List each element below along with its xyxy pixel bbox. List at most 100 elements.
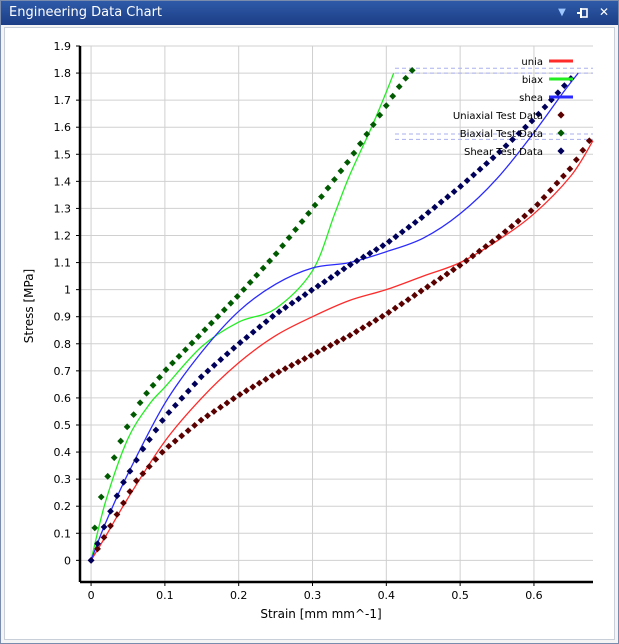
data-point-uniaxial-test-data bbox=[171, 437, 179, 445]
data-point-uniaxial-test-data bbox=[430, 279, 438, 286]
data-point-uniaxial-test-data bbox=[327, 341, 334, 349]
data-point-uniaxial-test-data bbox=[320, 345, 328, 353]
data-point-uniaxial-test-data bbox=[191, 421, 199, 429]
data-point-uniaxial-test-data bbox=[333, 338, 341, 346]
data-point-shear-test-data bbox=[139, 445, 147, 453]
data-point-biaxial-test-data bbox=[117, 437, 125, 445]
data-point-shear-test-data bbox=[288, 299, 296, 307]
data-point-shear-test-data bbox=[450, 188, 458, 195]
title-bar[interactable]: Engineering Data Chart ▼ ✕ bbox=[1, 1, 618, 25]
legend-swatch-biaxial-test-data bbox=[557, 129, 565, 137]
data-point-shear-test-data bbox=[522, 123, 529, 131]
data-point-uniaxial-test-data bbox=[352, 328, 360, 335]
data-point-biaxial-test-data bbox=[298, 218, 306, 225]
data-point-biaxial-test-data bbox=[259, 264, 267, 272]
data-point-uniaxial-test-data bbox=[527, 207, 535, 215]
legend-label-uniaxial-test-data: Uniaxial Test Data bbox=[453, 111, 543, 122]
data-point-uniaxial-test-data bbox=[178, 432, 186, 440]
data-point-uniaxial-test-data bbox=[385, 309, 393, 316]
data-point-biaxial-test-data bbox=[188, 339, 196, 347]
data-point-biaxial-test-data bbox=[175, 352, 183, 360]
data-point-uniaxial-test-data bbox=[566, 165, 574, 173]
data-point-shear-test-data bbox=[158, 417, 166, 424]
data-point-shear-test-data bbox=[184, 387, 192, 395]
data-point-shear-test-data bbox=[133, 456, 140, 464]
data-point-uniaxial-test-data bbox=[437, 274, 444, 282]
data-point-shear-test-data bbox=[366, 249, 374, 257]
data-point-shear-test-data bbox=[431, 203, 439, 211]
data-point-shear-test-data bbox=[223, 350, 231, 358]
data-point-biaxial-test-data bbox=[149, 381, 157, 389]
data-point-uniaxial-test-data bbox=[204, 412, 211, 420]
data-point-biaxial-test-data bbox=[343, 158, 351, 166]
data-point-biaxial-test-data bbox=[156, 373, 163, 381]
data-point-uniaxial-test-data bbox=[94, 545, 101, 553]
data-point-uniaxial-test-data bbox=[488, 238, 496, 246]
legend-label-biax: biax bbox=[522, 75, 543, 86]
x-tick-label: 0 bbox=[88, 589, 95, 602]
data-point-biaxial-test-data bbox=[350, 149, 358, 157]
x-tick-label: 0.4 bbox=[378, 589, 396, 602]
data-point-shear-test-data bbox=[476, 165, 484, 173]
data-point-shear-test-data bbox=[496, 148, 503, 156]
data-point-biaxial-test-data bbox=[246, 278, 254, 286]
data-point-shear-test-data bbox=[528, 117, 536, 125]
data-point-shear-test-data bbox=[126, 467, 134, 475]
y-tick-label: 1.8 bbox=[54, 67, 72, 80]
data-point-biaxial-test-data bbox=[97, 493, 105, 501]
data-point-shear-test-data bbox=[107, 507, 114, 515]
data-point-uniaxial-test-data bbox=[482, 243, 490, 250]
data-point-shear-test-data bbox=[152, 426, 160, 434]
close-icon[interactable]: ✕ bbox=[598, 5, 610, 19]
data-point-shear-test-data bbox=[470, 171, 478, 179]
data-point-uniaxial-test-data bbox=[165, 442, 173, 450]
data-point-biaxial-test-data bbox=[311, 201, 319, 209]
data-point-biaxial-test-data bbox=[207, 319, 215, 327]
data-point-uniaxial-test-data bbox=[365, 320, 373, 328]
data-point-shear-test-data bbox=[502, 142, 510, 150]
data-point-uniaxial-test-data bbox=[540, 193, 548, 201]
chart-panel: 0 0.1 0.2 0.3 0.4 0.5 0.6 0 0.1 0.2 0.3 0.4 0.5 0.6 0.… bbox=[4, 27, 615, 640]
data-point-uniaxial-test-data bbox=[307, 351, 315, 359]
data-point-biaxial-test-data bbox=[324, 184, 332, 192]
window-title: Engineering Data Chart bbox=[9, 5, 163, 20]
data-point-shear-test-data bbox=[515, 129, 523, 137]
data-point-shear-test-data bbox=[334, 269, 341, 277]
dropdown-arrow-icon[interactable]: ▼ bbox=[558, 7, 566, 18]
data-point-biaxial-test-data bbox=[389, 92, 397, 100]
y-tick-label: 0.7 bbox=[54, 365, 72, 378]
data-point-biaxial-test-data bbox=[266, 257, 274, 265]
y-tick-label: 0.6 bbox=[54, 392, 72, 405]
legend-label-shear-test-data: Shear Test Data bbox=[464, 147, 543, 158]
data-point-shear-test-data bbox=[262, 318, 270, 326]
y-axis-title: Stress [MPa] bbox=[22, 269, 36, 343]
data-point-uniaxial-test-data bbox=[417, 287, 425, 295]
data-point-uniaxial-test-data bbox=[158, 448, 166, 456]
data-point-biaxial-test-data bbox=[91, 524, 99, 532]
data-point-uniaxial-test-data bbox=[217, 403, 224, 411]
data-point-biaxial-test-data bbox=[240, 286, 248, 293]
data-point-uniaxial-test-data bbox=[424, 283, 431, 291]
data-point-shear-test-data bbox=[392, 233, 400, 241]
data-point-uniaxial-test-data bbox=[262, 375, 270, 383]
data-point-uniaxial-test-data bbox=[521, 212, 529, 220]
data-point-uniaxial-test-data bbox=[314, 348, 321, 356]
data-point-biaxial-test-data bbox=[253, 271, 261, 279]
y-tick-label: 0.1 bbox=[54, 527, 72, 540]
data-point-shear-test-data bbox=[321, 278, 328, 286]
data-point-uniaxial-test-data bbox=[288, 361, 296, 369]
pin-icon[interactable] bbox=[575, 4, 591, 21]
data-point-shear-test-data bbox=[347, 261, 354, 269]
data-point-uniaxial-test-data bbox=[197, 416, 205, 424]
legend-swatch-uniaxial-test-data bbox=[557, 111, 565, 119]
data-point-shear-test-data bbox=[411, 218, 419, 226]
data-point-shear-test-data bbox=[314, 282, 322, 290]
data-point-shear-test-data bbox=[87, 556, 95, 564]
data-point-uniaxial-test-data bbox=[572, 156, 580, 164]
data-point-shear-test-data bbox=[340, 265, 348, 273]
axes bbox=[76, 45, 593, 586]
data-point-biaxial-test-data bbox=[363, 130, 371, 138]
data-point-biaxial-test-data bbox=[285, 234, 293, 242]
data-point-uniaxial-test-data bbox=[100, 534, 108, 541]
